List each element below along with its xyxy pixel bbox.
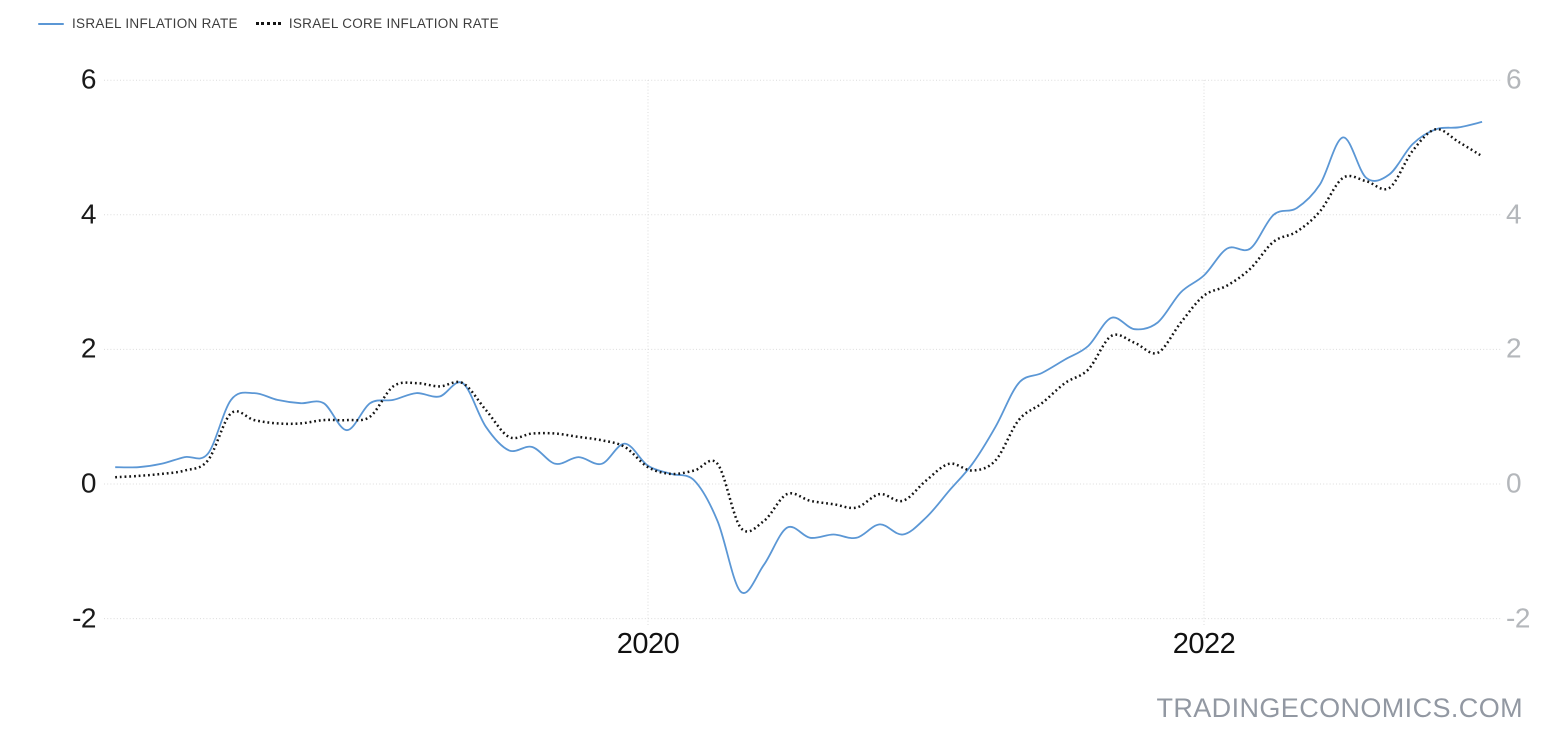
y-axis-label-left-6: 6: [80, 63, 97, 95]
legend-item-inflation[interactable]: ISRAEL INFLATION RATE: [38, 16, 238, 31]
y-axis-label-right-0: 0: [1506, 467, 1522, 499]
y-axis-label-left-2: 2: [80, 332, 97, 364]
dotted-line-marker-icon: [255, 22, 281, 25]
x-axis-label-2022: 2022: [1172, 628, 1236, 660]
y-axis-label-left-0: 0: [80, 467, 97, 499]
x-axis-label-2020: 2020: [616, 628, 680, 660]
legend-label-inflation: ISRAEL INFLATION RATE: [72, 16, 238, 31]
watermark: TRADINGECONOMICS.COM: [1156, 693, 1523, 723]
y-axis-label-right--2: -2: [1506, 602, 1530, 634]
y-axis-label-left-4: 4: [80, 198, 97, 230]
legend-label-core-inflation: ISRAEL CORE INFLATION RATE: [288, 16, 499, 31]
y-axis-label-right-6: 6: [1506, 63, 1522, 95]
inflation-line: [115, 121, 1483, 594]
y-axis-label-right-2: 2: [1506, 332, 1522, 364]
y-axis-label-right-4: 4: [1506, 198, 1522, 230]
y-axis-label-left--2: -2: [72, 602, 96, 634]
legend-item-core-inflation[interactable]: ISRAEL CORE INFLATION RATE: [255, 16, 499, 31]
legend: ISRAEL INFLATION RATE ISRAEL CORE INFLAT…: [38, 16, 499, 31]
solid-line-marker-icon: [38, 22, 64, 25]
core-inflation-line: [115, 128, 1483, 533]
